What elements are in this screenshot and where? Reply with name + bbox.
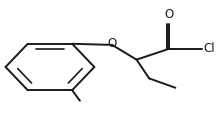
- Text: O: O: [164, 8, 173, 21]
- Text: Cl: Cl: [203, 42, 215, 55]
- Text: O: O: [107, 37, 117, 50]
